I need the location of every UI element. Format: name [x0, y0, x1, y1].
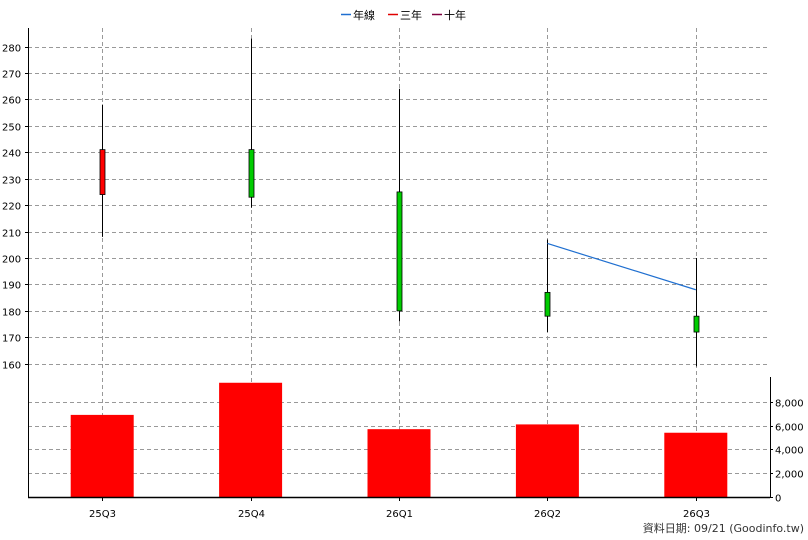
volume-tick-label: 4,000 [775, 446, 804, 457]
price-tick-label: 190 [2, 281, 21, 292]
price-tick-label: 240 [2, 149, 21, 160]
volume-bar [367, 429, 431, 497]
ma-year-line [547, 242, 696, 291]
category-label: 25Q3 [89, 509, 116, 520]
moving-average-line [547, 242, 696, 291]
volume-bar [515, 424, 579, 497]
price-tick-label: 180 [2, 308, 21, 319]
volume-tick-label: 8,000 [775, 399, 804, 410]
price-tick-label: 280 [2, 44, 21, 55]
volume-tick-label: 6,000 [775, 423, 804, 434]
category-label: 26Q3 [683, 509, 710, 520]
candle-body [248, 149, 255, 198]
price-tick-label: 270 [2, 70, 21, 81]
price-tick-label: 200 [2, 255, 21, 266]
volume-bars [70, 382, 728, 497]
volume-tick-label: 0 [775, 494, 781, 505]
volume-bar [219, 382, 283, 497]
price-tick-label: 210 [2, 229, 21, 240]
price-tick-label: 160 [2, 361, 21, 372]
volume-bar [664, 432, 728, 497]
category-label: 26Q1 [386, 509, 413, 520]
category-label: 26Q2 [534, 509, 561, 520]
legend-item: 十年 [432, 8, 466, 22]
candle-body [544, 291, 551, 317]
legend-label: 十年 [444, 8, 466, 22]
data-date-footer: 資料日期: 09/21 (Goodinfo.tw) [643, 521, 804, 535]
legend-item: 三年 [388, 8, 422, 22]
candle-body [693, 315, 700, 333]
price-tick-label: 250 [2, 123, 21, 134]
legend: 年線 三年 十年 [341, 8, 466, 22]
price-tick-label: 230 [2, 176, 21, 187]
legend-label: 年線 [353, 8, 375, 22]
price-tick-label: 220 [2, 202, 21, 213]
volume-bar [70, 414, 134, 497]
price-tick-label: 260 [2, 96, 21, 107]
category-label: 25Q4 [238, 509, 265, 520]
legend-label: 三年 [400, 8, 422, 22]
legend-item: 年線 [341, 8, 375, 22]
volume-tick-label: 2,000 [775, 470, 804, 481]
axes: 160 170 180 190 200 210 220 230 240 250 260 270 280 0… [2, 28, 804, 520]
candle-body [99, 149, 106, 195]
candle-body [396, 191, 403, 312]
price-tick-label: 170 [2, 334, 21, 345]
candlesticks [99, 38, 700, 367]
